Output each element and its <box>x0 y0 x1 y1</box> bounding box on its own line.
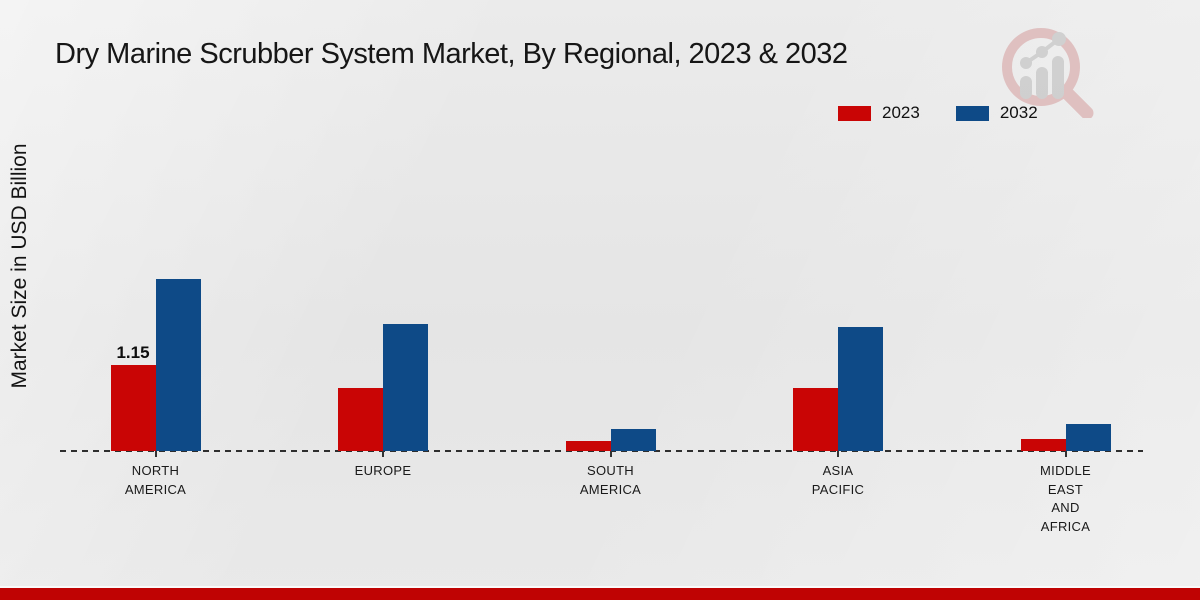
x-axis-tick <box>1064 451 1067 457</box>
x-axis-baseline <box>60 450 1143 452</box>
bar-2023-south-america <box>565 440 611 451</box>
bar-2032-north-america <box>155 278 201 451</box>
legend: 2023 2032 <box>838 103 1038 123</box>
x-axis-tick <box>154 451 157 457</box>
chart-title: Dry Marine Scrubber System Market, By Re… <box>55 38 848 70</box>
bar-2023-north-america <box>110 364 156 451</box>
bar-2032-south-america <box>610 429 656 451</box>
legend-item-2032: 2032 <box>955 103 1038 123</box>
category-label-europe: EUROPE <box>354 463 412 478</box>
bar-2023-middle-east-and-africa <box>1020 439 1066 451</box>
x-axis-tick <box>609 451 612 457</box>
category-label-middle-east-and-africa: MIDDLE EAST AND AFRICA <box>1040 463 1091 534</box>
legend-swatch-2032 <box>955 105 989 121</box>
footer-red-band <box>0 586 1200 600</box>
legend-label-2032: 2032 <box>999 103 1038 122</box>
category-label-south-america: SOUTH AMERICA <box>579 463 642 497</box>
bar-2032-asia-pacific <box>838 327 883 451</box>
legend-item-2023: 2023 <box>838 103 920 123</box>
category-label-north-america: NORTH AMERICA <box>124 463 187 497</box>
y-axis-label: Market Size in USD Billion <box>8 143 31 389</box>
category-label-asia-pacific: ASIA PACIFIC <box>811 463 865 497</box>
bar-2032-europe <box>383 324 428 451</box>
bar-2023-asia-pacific <box>793 388 838 451</box>
legend-swatch-2023 <box>838 105 871 121</box>
x-axis-tick <box>837 451 839 457</box>
magnifier-bar-chart-logo <box>1002 28 1094 118</box>
x-axis-tick <box>382 451 384 457</box>
bar-2023-europe <box>338 388 383 451</box>
bar-2032-middle-east-and-africa <box>1065 424 1111 451</box>
legend-label-2023: 2023 <box>882 103 920 122</box>
bar-value-label: 1.15 <box>116 342 150 362</box>
